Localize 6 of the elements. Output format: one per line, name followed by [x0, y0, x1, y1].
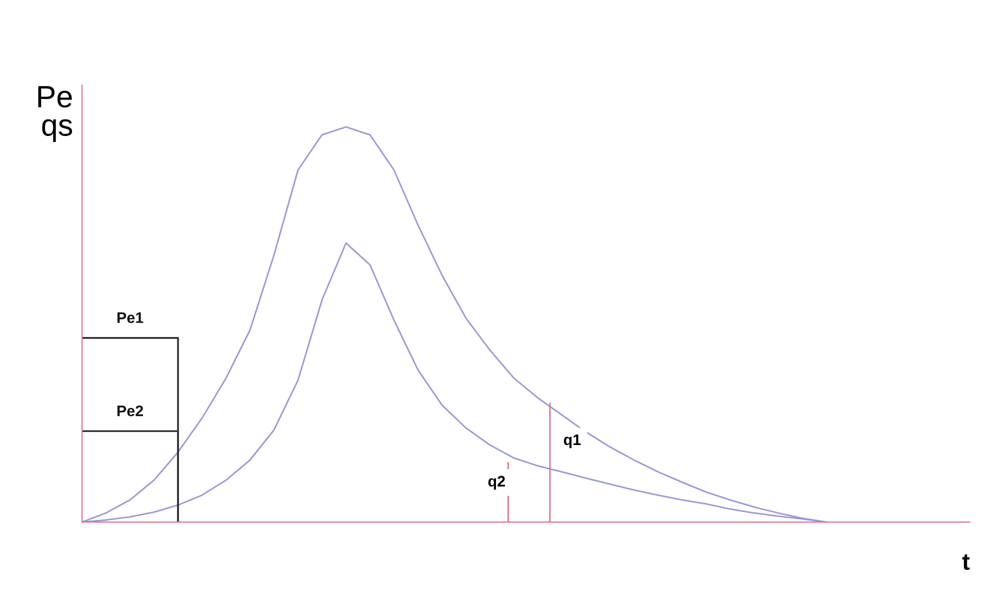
- y-axis-title: Pe qs: [38, 86, 72, 142]
- x-axis-title: t: [962, 554, 970, 570]
- annotation: q1: [564, 434, 581, 448]
- series-label: Pe1: [117, 312, 144, 324]
- series-label: Pe2: [117, 405, 144, 416]
- annotation: q2: [488, 476, 505, 490]
